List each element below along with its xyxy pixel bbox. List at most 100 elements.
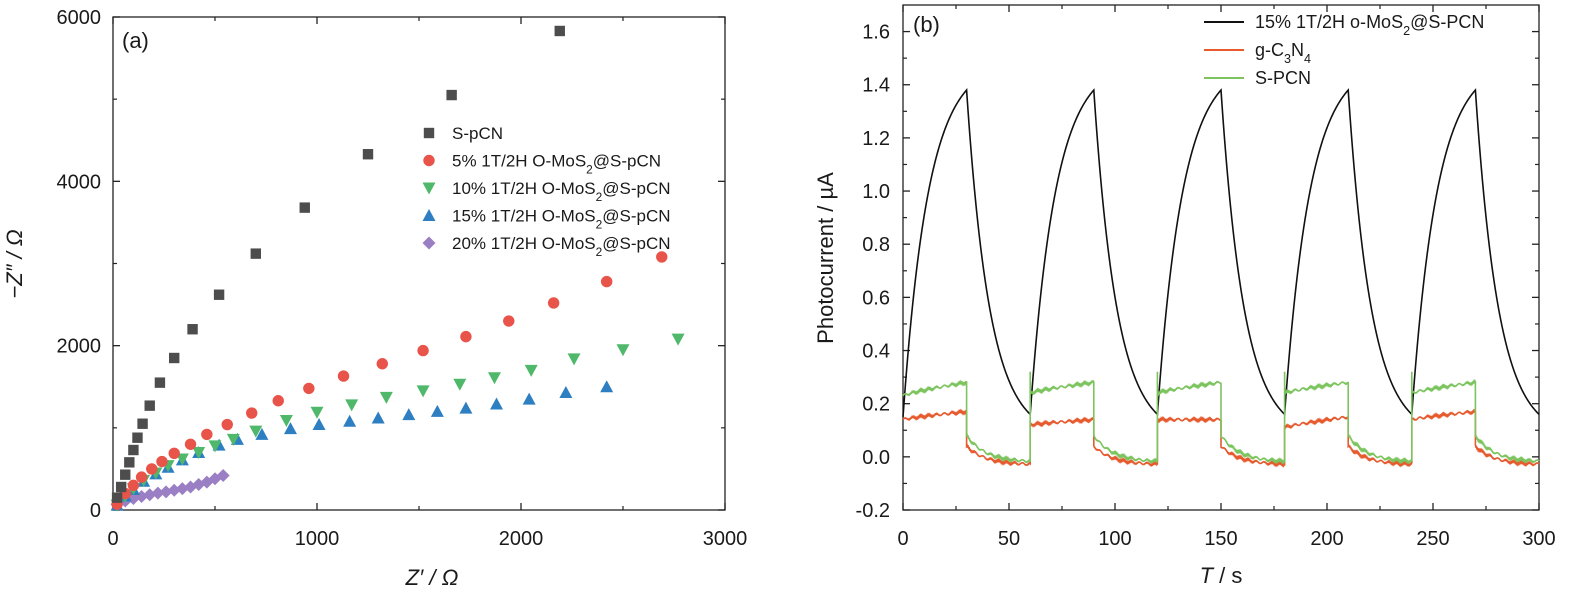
data-point-15-1t-2h-o-mos2-s-pcn [559, 386, 573, 399]
data-point-5-1t-2h-o-mos2-s-pcn [221, 418, 233, 431]
panel-a-ticks: 0 1000 2000 3000 0 2000 4000 6000 [57, 7, 748, 550]
panel-b-photocurrent-plot: 0 50 100 150 200 250 300 -0.2 0.0 0.2 0.4 0.6 0.8 1.0… [813, 4, 1556, 588]
panel-a-y-axis-title: −Z″ / Ω [2, 229, 27, 298]
panel-b-x-axis-unit: / s [1213, 563, 1242, 588]
panel-b-y-tick-label: -0.2 [856, 500, 890, 522]
panel-b-y-tick-label: 1.2 [862, 128, 890, 150]
panel-b-label: (b) [913, 12, 940, 37]
data-point-15-1t-2h-o-mos2-s-pcn [522, 392, 536, 405]
data-point-10-1t-2h-o-mos2-s-pcn [192, 446, 206, 459]
data-point-5-1t-2h-o-mos2-s-pcn [156, 455, 168, 468]
legend-marker [423, 127, 435, 139]
panel-b-y-tick-label: 1.0 [862, 181, 890, 203]
data-point-s-pcn [446, 89, 457, 101]
data-point-20-1t-2h-o-mos2-s-pcn [151, 486, 165, 500]
data-point-5-1t-2h-o-mos2-s-pcn [246, 407, 258, 419]
legend-label: g-C3N4 [1255, 40, 1311, 66]
panel-b-y-tick-label: 1.4 [862, 75, 890, 97]
legend-marker [422, 209, 436, 221]
panel-b-y-tick-label: 0.0 [862, 447, 890, 469]
panel-a-x-tick-label: 2000 [499, 528, 544, 550]
legend-marker [423, 154, 435, 167]
data-point-s-pcn [299, 202, 310, 213]
data-point-5-1t-2h-o-mos2-s-pcn [460, 330, 472, 343]
panel-a-data-points [110, 25, 685, 512]
panel-a-x-tick-label: 1000 [295, 528, 340, 550]
data-point-5-1t-2h-o-mos2-s-pcn [272, 395, 284, 407]
panel-b-x-tick-label: 200 [1310, 528, 1343, 550]
data-point-10-1t-2h-o-mos2-s-pcn [345, 399, 359, 412]
data-point-15-1t-2h-o-mos2-s-pcn [459, 401, 473, 414]
data-point-20-1t-2h-o-mos2-s-pcn [175, 482, 189, 496]
panel-b-y-tick-label: 0.6 [862, 287, 890, 309]
legend-label: 10% 1T/2H O-MoS2@S-pCN [452, 179, 671, 204]
series-line-15-1t-2h-o-mos2-s-pcn [902, 88, 1540, 418]
data-point-s-pcn [362, 149, 374, 160]
panel-b-x-tick-label: 300 [1522, 528, 1555, 550]
data-point-s-pcn [111, 492, 123, 503]
data-point-10-1t-2h-o-mos2-s-pcn [416, 385, 430, 398]
data-point-s-pcn [154, 377, 166, 388]
data-point-15-1t-2h-o-mos2-s-pcn [430, 404, 444, 417]
panel-a-eis-nyquist-plot: 0 1000 2000 3000 0 2000 4000 6000 (a) S-pCN 5% 1… [2, 7, 747, 590]
legend-label: 5% 1T/2H O-MoS2@S-pCN [452, 152, 661, 177]
data-point-15-1t-2h-o-mos2-s-pcn [283, 422, 297, 435]
data-point-10-1t-2h-o-mos2-s-pcn [310, 406, 324, 419]
data-point-10-1t-2h-o-mos2-s-pcn [208, 440, 222, 453]
panel-b-y-tick-label: 0.2 [862, 394, 890, 416]
data-point-5-1t-2h-o-mos2-s-pcn [600, 275, 613, 288]
data-point-5-1t-2h-o-mos2-s-pcn [503, 315, 515, 327]
data-point-10-1t-2h-o-mos2-s-pcn [175, 453, 189, 466]
data-point-10-1t-2h-o-mos2-s-pcn [616, 344, 630, 357]
data-point-15-1t-2h-o-mos2-s-pcn [255, 427, 269, 440]
data-point-20-1t-2h-o-mos2-s-pcn [143, 488, 157, 502]
data-point-s-pcn [128, 444, 139, 456]
legend-marker [422, 236, 436, 250]
data-point-20-1t-2h-o-mos2-s-pcn [159, 485, 173, 499]
panel-b-ticks: 0 50 100 150 200 250 300 -0.2 0.0 0.2 0.4 0.6 0.8 1.0… [856, 5, 1556, 550]
data-point-s-pcn [169, 352, 180, 364]
data-point-15-1t-2h-o-mos2-s-pcn [343, 414, 357, 427]
legend-marker [422, 182, 436, 195]
panel-b-y-tick-label: 0.8 [862, 234, 890, 256]
panel-b-x-tick-label: 250 [1416, 528, 1449, 550]
data-point-10-1t-2h-o-mos2-s-pcn [453, 378, 467, 391]
legend-label: S-pCN [452, 124, 503, 143]
data-point-s-pcn [554, 25, 565, 37]
panel-b-x-tick-label: 0 [897, 528, 908, 550]
data-point-10-1t-2h-o-mos2-s-pcn [249, 425, 263, 438]
data-point-s-pcn [115, 481, 127, 493]
data-point-15-1t-2h-o-mos2-s-pcn [371, 411, 385, 424]
data-point-15-1t-2h-o-mos2-s-pcn [490, 397, 504, 410]
panel-b-series-lines [902, 88, 1540, 468]
data-point-5-1t-2h-o-mos2-s-pcn [135, 471, 148, 483]
data-point-5-1t-2h-o-mos2-s-pcn [303, 382, 315, 395]
panel-a-y-tick-label: 0 [90, 500, 101, 522]
data-point-10-1t-2h-o-mos2-s-pcn [279, 414, 293, 427]
panel-b-y-tick-label: 1.6 [862, 22, 890, 44]
data-point-20-1t-2h-o-mos2-s-pcn [167, 483, 181, 497]
data-point-s-pcn [213, 289, 225, 300]
data-point-s-pcn [132, 432, 143, 443]
data-point-5-1t-2h-o-mos2-s-pcn [127, 479, 140, 492]
data-point-5-1t-2h-o-mos2-s-pcn [201, 428, 213, 441]
data-point-10-1t-2h-o-mos2-s-pcn [524, 364, 538, 377]
data-point-s-pcn [120, 469, 131, 480]
data-point-15-1t-2h-o-mos2-s-pcn [312, 418, 326, 431]
panel-b-x-axis-variable: T [1200, 563, 1215, 588]
data-point-20-1t-2h-o-mos2-s-pcn [216, 468, 230, 482]
panel-b-x-tick-label: 150 [1204, 528, 1237, 550]
panel-a-y-tick-label: 6000 [57, 7, 102, 29]
data-point-5-1t-2h-o-mos2-s-pcn [168, 447, 180, 460]
panel-b-y-axis-title: Photocurrent / µA [813, 172, 838, 344]
data-point-5-1t-2h-o-mos2-s-pcn [547, 297, 560, 309]
panel-b-y-tick-label: 0.4 [862, 341, 890, 363]
data-point-5-1t-2h-o-mos2-s-pcn [146, 463, 158, 475]
data-point-10-1t-2h-o-mos2-s-pcn [226, 433, 240, 446]
data-point-5-1t-2h-o-mos2-s-pcn [337, 370, 350, 382]
legend-label: 15% 1T/2H o-MoS2@S-PCN [1255, 12, 1484, 38]
data-point-5-1t-2h-o-mos2-s-pcn [376, 358, 388, 370]
